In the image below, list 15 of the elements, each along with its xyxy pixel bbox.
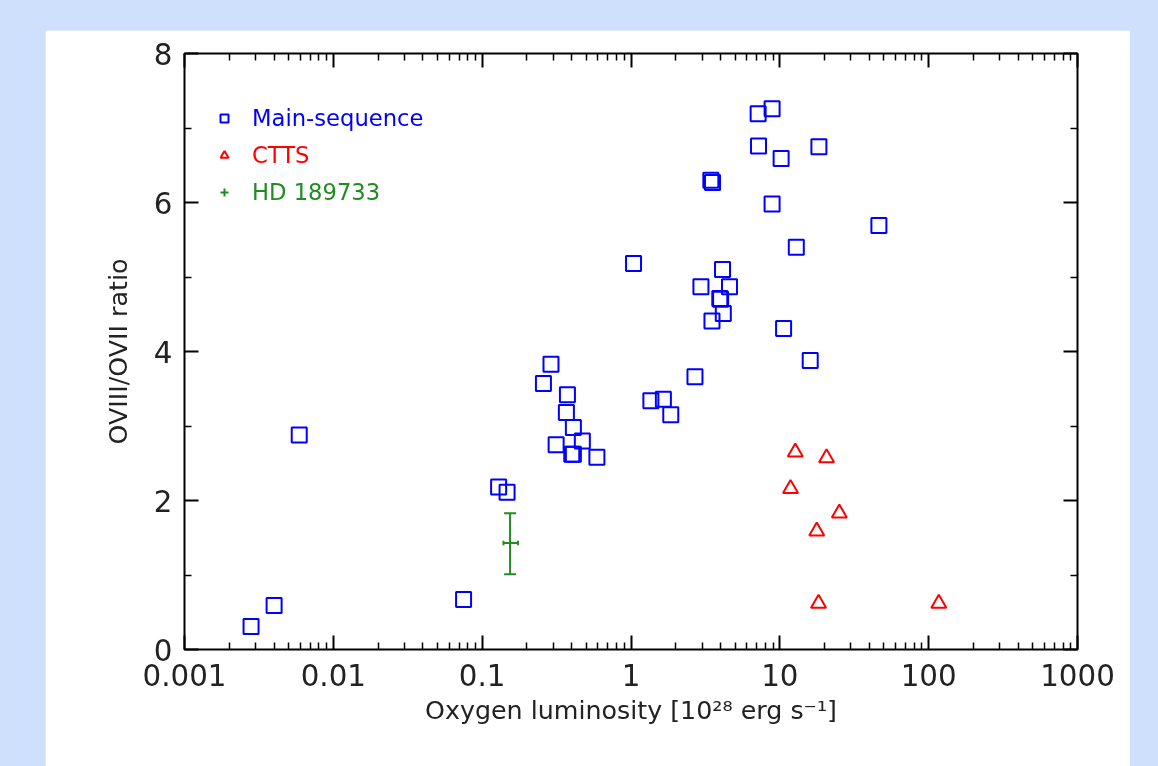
x-axis-title: Oxygen luminosity [10²⁸ erg s⁻¹]	[425, 694, 837, 725]
y-axis-title: OVIII/OVII ratio	[102, 258, 133, 445]
x-tick-label: 10	[761, 658, 799, 693]
x-tick-label: 0.01	[300, 658, 366, 693]
legend-label: HD 189733	[252, 179, 381, 205]
legend-label: CTTS	[252, 142, 310, 168]
y-tick-label: 6	[153, 186, 173, 221]
x-tick-label: 0.1	[458, 658, 506, 693]
x-tick-label: 100	[900, 658, 957, 693]
y-tick-label: 4	[153, 335, 173, 370]
x-tick-label: 1000	[1040, 658, 1115, 693]
y-tick-label: 2	[153, 484, 173, 519]
y-tick-label: 8	[153, 37, 173, 72]
x-tick-label: 1	[621, 658, 641, 693]
legend-label: Main-sequence	[252, 105, 424, 131]
